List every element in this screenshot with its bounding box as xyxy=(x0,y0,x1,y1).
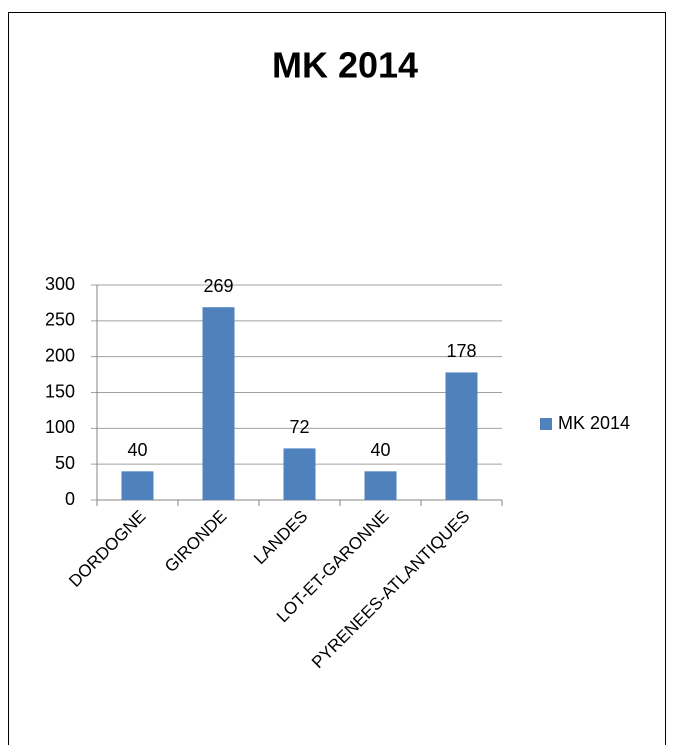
y-tick-label: 300 xyxy=(45,274,75,294)
legend-swatch xyxy=(540,418,552,430)
y-tick-label: 200 xyxy=(45,345,75,365)
chart-title: MK 2014 xyxy=(272,45,418,86)
legend-label: MK 2014 xyxy=(558,413,630,433)
data-label: 72 xyxy=(289,417,309,437)
bar xyxy=(364,471,397,500)
bar xyxy=(445,372,478,500)
y-tick-label: 100 xyxy=(45,417,75,437)
data-label: 40 xyxy=(370,440,390,460)
y-tick-label: 50 xyxy=(55,453,75,473)
chart-border xyxy=(8,12,666,745)
y-tick-label: 150 xyxy=(45,381,75,401)
y-tick-label: 0 xyxy=(65,489,75,509)
data-label: 40 xyxy=(127,440,147,460)
y-tick-label: 250 xyxy=(45,310,75,330)
bar xyxy=(283,448,316,500)
bar xyxy=(202,307,235,500)
data-label: 178 xyxy=(446,341,476,361)
data-label: 269 xyxy=(203,276,233,296)
bar xyxy=(121,471,154,500)
